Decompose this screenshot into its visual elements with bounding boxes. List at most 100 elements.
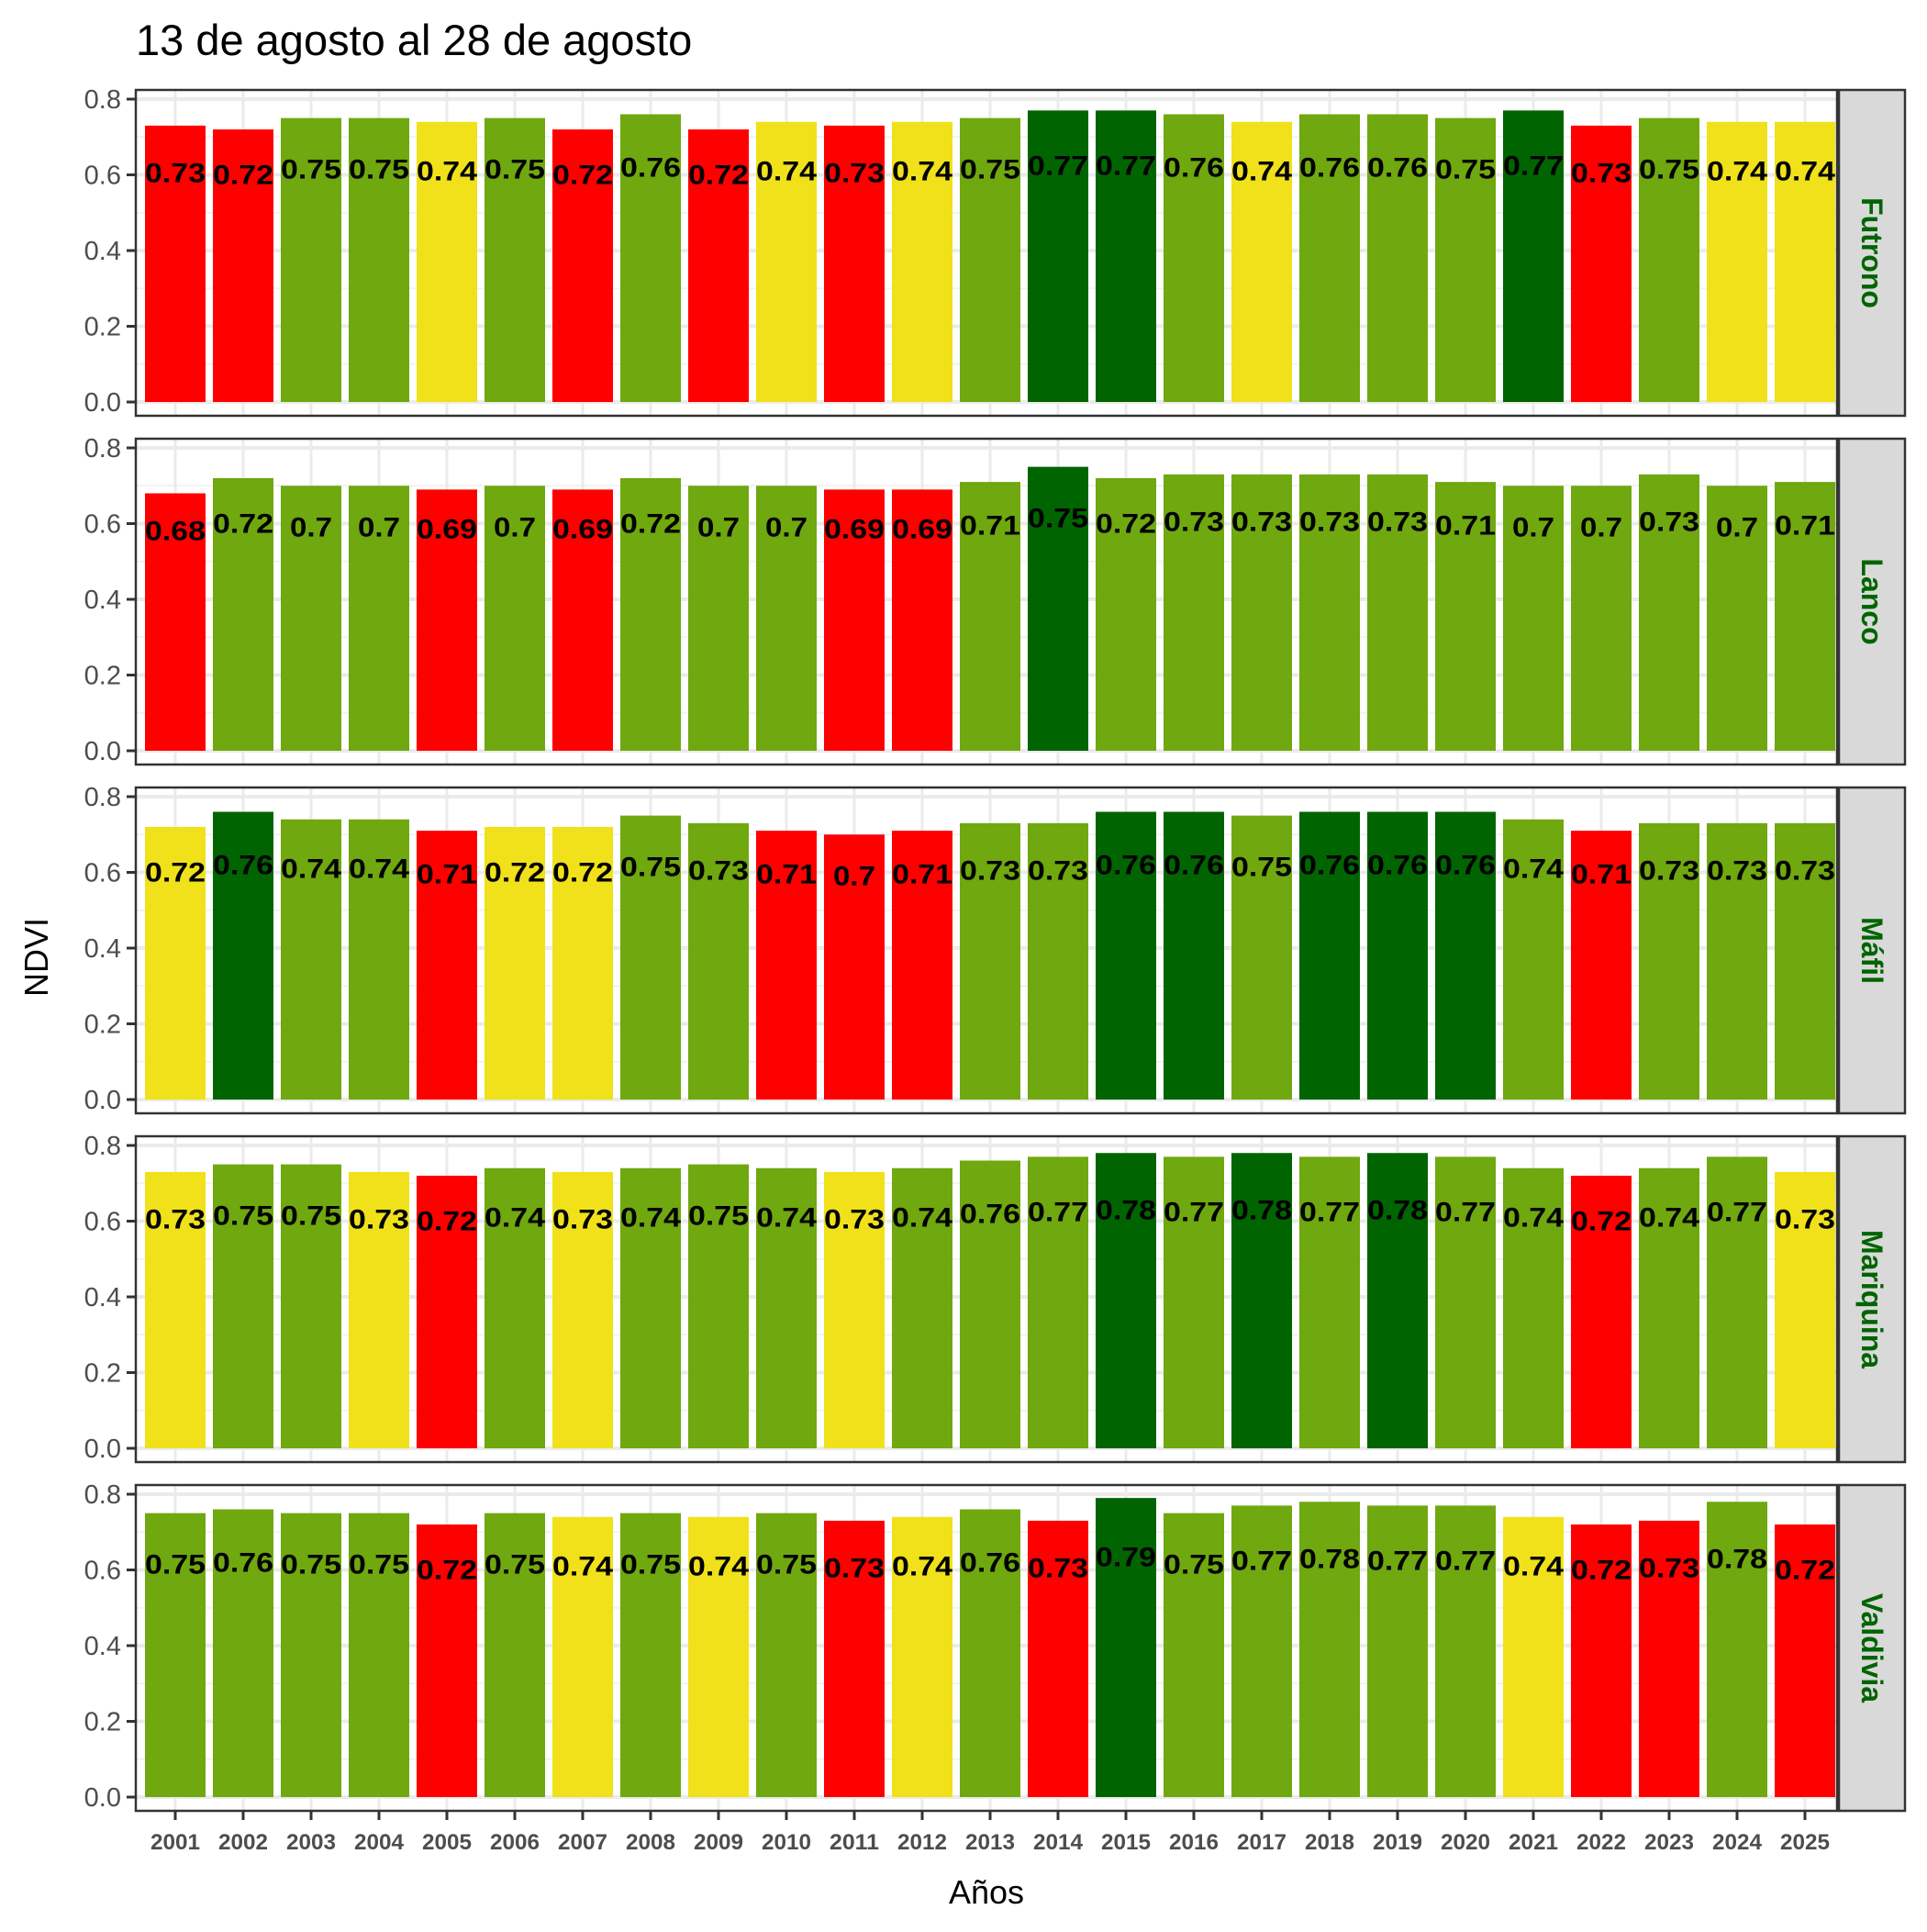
bar — [1707, 1156, 1767, 1448]
bar-value-label: 0.76 — [1435, 851, 1496, 881]
bar-value-label: 0.77 — [1231, 1547, 1292, 1577]
bar — [1775, 822, 1835, 1100]
bar — [1028, 1156, 1088, 1448]
bar — [1639, 117, 1699, 402]
bar-value-label: 0.74 — [688, 1552, 749, 1582]
bar — [892, 121, 952, 402]
bar — [1775, 1171, 1835, 1448]
bar — [960, 1509, 1020, 1797]
bar — [1571, 125, 1632, 402]
bar-value-label: 0.73 — [1775, 856, 1835, 887]
bar-value-label: 0.77 — [1435, 1198, 1496, 1228]
bar — [1028, 822, 1088, 1100]
bar — [688, 129, 749, 402]
bar — [620, 478, 681, 751]
bar-value-label: 0.7 — [1580, 513, 1622, 543]
y-tick-label: 0.8 — [84, 434, 121, 463]
bar-value-label: 0.78 — [1367, 1196, 1428, 1226]
bar-value-label: 0.72 — [1775, 1556, 1835, 1586]
bar-value-label: 0.76 — [1164, 851, 1224, 881]
bar-value-label: 0.73 — [145, 159, 206, 189]
x-tick-label: 2002 — [218, 1830, 268, 1855]
facet-strip — [1837, 437, 1907, 766]
bar — [824, 125, 885, 402]
x-axis: 2001 2002 2003 2004 2005 2006 2007 2008 2009 2010… — [150, 1811, 1830, 1855]
bar-value-label: 0.74 — [756, 1203, 817, 1234]
bar-value-label: 0.74 — [1775, 157, 1835, 187]
y-tick-label: 0.6 — [84, 510, 121, 540]
bar-value-label: 0.77 — [1028, 1198, 1088, 1228]
y-tick-label: 0.4 — [84, 1283, 121, 1312]
bar — [552, 129, 613, 402]
panel-border — [134, 1134, 1839, 1464]
bar — [1435, 482, 1496, 751]
bar-value-label: 0.71 — [1435, 511, 1496, 542]
bar — [1571, 486, 1632, 751]
bar-value-label: 0.74 — [485, 1203, 545, 1234]
y-tick-label: 0.2 — [84, 1359, 121, 1389]
bar-value-label: 0.76 — [1164, 153, 1224, 184]
bar-value-label: 0.73 — [349, 1205, 409, 1235]
bar-value-label: 0.7 — [697, 513, 740, 543]
bar — [552, 827, 613, 1100]
bar-value-label: 0.69 — [417, 515, 477, 545]
bar — [417, 831, 477, 1100]
bar — [1639, 474, 1699, 751]
bar — [688, 1164, 749, 1448]
x-tick-label: 2004 — [354, 1830, 405, 1855]
bar — [349, 1513, 409, 1797]
bar-value-label: 0.7 — [1716, 513, 1758, 543]
bar-value-label: 0.7 — [765, 513, 808, 543]
bar — [1231, 121, 1292, 402]
x-tick-label: 2001 — [150, 1830, 200, 1855]
bar-value-label: 0.75 — [349, 1550, 409, 1580]
bar-value-label: 0.77 — [1028, 151, 1088, 182]
bar — [1503, 486, 1564, 751]
bar — [960, 822, 1020, 1100]
bar-value-label: 0.72 — [145, 858, 206, 888]
bar — [281, 486, 341, 751]
bar — [1707, 1502, 1767, 1797]
bar-value-label: 0.74 — [1503, 1552, 1564, 1582]
y-tick-label: 0.0 — [84, 1783, 121, 1813]
bar-value-label: 0.72 — [620, 509, 681, 540]
bar — [349, 1171, 409, 1448]
bar — [1707, 486, 1767, 751]
bar — [1299, 811, 1360, 1100]
facet-strip-label: Mariquina — [1855, 1230, 1888, 1368]
bar-value-label: 0.74 — [892, 1552, 952, 1582]
bar-value-label: 0.76 — [960, 1200, 1020, 1230]
bar-value-label: 0.76 — [1367, 851, 1428, 881]
bar-value-label: 0.76 — [1299, 153, 1360, 184]
bar — [892, 1167, 952, 1448]
x-tick-label: 2015 — [1101, 1830, 1151, 1855]
bar — [485, 117, 545, 402]
bar — [1639, 1167, 1699, 1448]
bar — [417, 489, 477, 751]
bar-value-label: 0.73 — [1639, 508, 1699, 538]
bar — [145, 125, 206, 402]
bar — [1299, 474, 1360, 751]
bar — [1164, 114, 1224, 402]
bar — [485, 827, 545, 1100]
y-tick-label: 0.2 — [84, 662, 121, 691]
x-tick-label: 2018 — [1305, 1830, 1354, 1855]
bar-value-label: 0.73 — [1231, 508, 1292, 538]
bar — [756, 831, 817, 1100]
bar-value-label: 0.74 — [620, 1203, 681, 1234]
y-tick-label: 0.4 — [84, 1632, 121, 1661]
x-tick-label: 2019 — [1373, 1830, 1422, 1855]
facet-strip — [1837, 786, 1907, 1115]
bar — [281, 1513, 341, 1797]
bar-value-label: 0.72 — [552, 161, 613, 191]
facet-strip-label: Lanco — [1855, 558, 1888, 644]
bar-value-label: 0.75 — [688, 1201, 749, 1232]
bar-value-label: 0.71 — [892, 860, 952, 890]
bar-value-label: 0.76 — [620, 153, 681, 184]
bar-value-label: 0.77 — [1435, 1547, 1496, 1577]
bar-value-label: 0.74 — [417, 157, 477, 187]
x-tick-label: 2007 — [558, 1830, 607, 1855]
bar-value-label: 0.75 — [1164, 1550, 1224, 1580]
bar — [1639, 822, 1699, 1100]
